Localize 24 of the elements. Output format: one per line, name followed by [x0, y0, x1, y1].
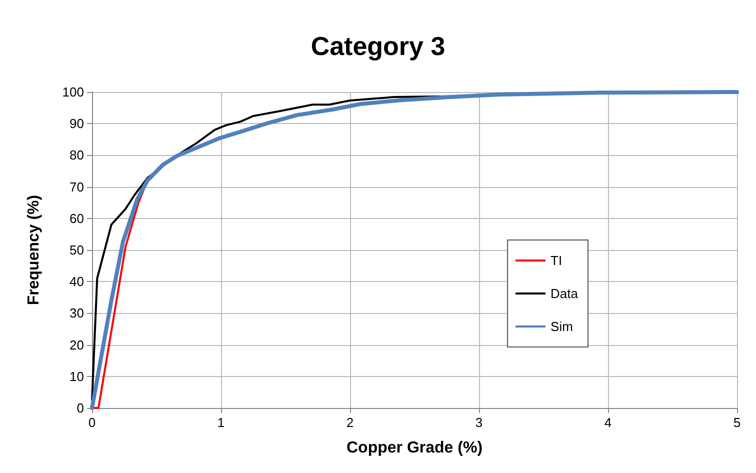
- x-axis-title: Copper Grade (%): [346, 440, 483, 456]
- y-tick-label: 90: [70, 116, 84, 132]
- legend-label: TI: [550, 253, 562, 268]
- y-tick-label: 0: [76, 400, 84, 416]
- line-series: [90, 90, 739, 410]
- x-tick-label: 5: [733, 415, 741, 430]
- legend-label: Sim: [550, 319, 573, 334]
- x-tick-label: 4: [604, 415, 612, 430]
- y-tick-label: 100: [62, 84, 84, 100]
- y-tick-label: 10: [70, 368, 84, 384]
- x-tick-label: 2: [346, 415, 354, 430]
- y-axis-title: Frequency (%): [26, 194, 42, 306]
- x-tick-label: 1: [217, 415, 225, 430]
- x-tick-label: 0: [88, 415, 96, 430]
- x-tick-label: 3: [475, 415, 483, 430]
- y-tick-label: 30: [70, 306, 84, 321]
- y-tick-label: 20: [70, 337, 84, 352]
- y-tick-label: 70: [70, 179, 84, 194]
- y-tick-label: 60: [70, 210, 84, 226]
- legend-label: Data: [550, 286, 579, 301]
- y-tick-label: 50: [70, 242, 84, 258]
- y-tick-label: 40: [70, 274, 84, 290]
- y-tick-label: 80: [70, 148, 84, 163]
- chart-title: Category 3: [310, 31, 446, 61]
